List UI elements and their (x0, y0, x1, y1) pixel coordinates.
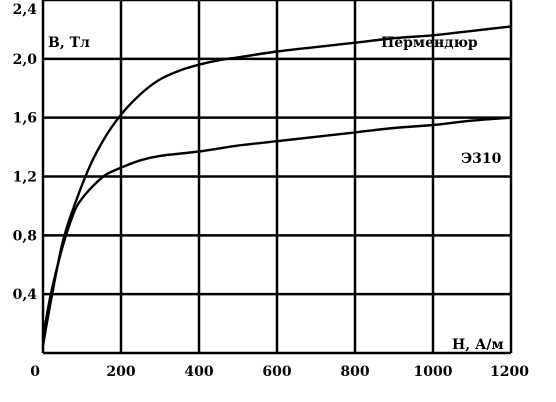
x-tick-label-3: 600 (262, 364, 291, 380)
x-tick-label-0: 0 (30, 364, 40, 380)
series-line-e310 (41, 116, 513, 340)
series-label-permendur: Пермендюр (381, 35, 478, 51)
series-line-permendur (41, 25, 513, 347)
y-tick-label-1: 0,8 (13, 228, 37, 244)
x-tick-label-5: 1000 (414, 364, 453, 380)
x-tick-label-1: 200 (106, 364, 135, 380)
y-tick-label-2: 1,2 (13, 170, 37, 186)
y-tick-label-0: 0,4 (13, 287, 38, 303)
y-tick-label-5: 2,4 (13, 2, 38, 18)
x-tick-label-2: 400 (184, 364, 213, 380)
y-axis-label: B, Тл (48, 35, 90, 51)
y-tick-label-3: 1,6 (13, 111, 37, 127)
x-tick-label-6: 1200 (490, 364, 529, 380)
x-tick-label-4: 800 (340, 364, 369, 380)
x-axis-label: H, А/м (452, 337, 504, 353)
y-tick-label-4: 2,0 (13, 52, 38, 68)
tick-labels: 0 200 400 600 800 1000 1200 0,4 0,8 1,2 1,6 2,0 2,4 (13, 2, 530, 380)
series-label-e310: Э310 (461, 151, 502, 167)
curves (41, 25, 513, 347)
grid (41, 0, 513, 355)
